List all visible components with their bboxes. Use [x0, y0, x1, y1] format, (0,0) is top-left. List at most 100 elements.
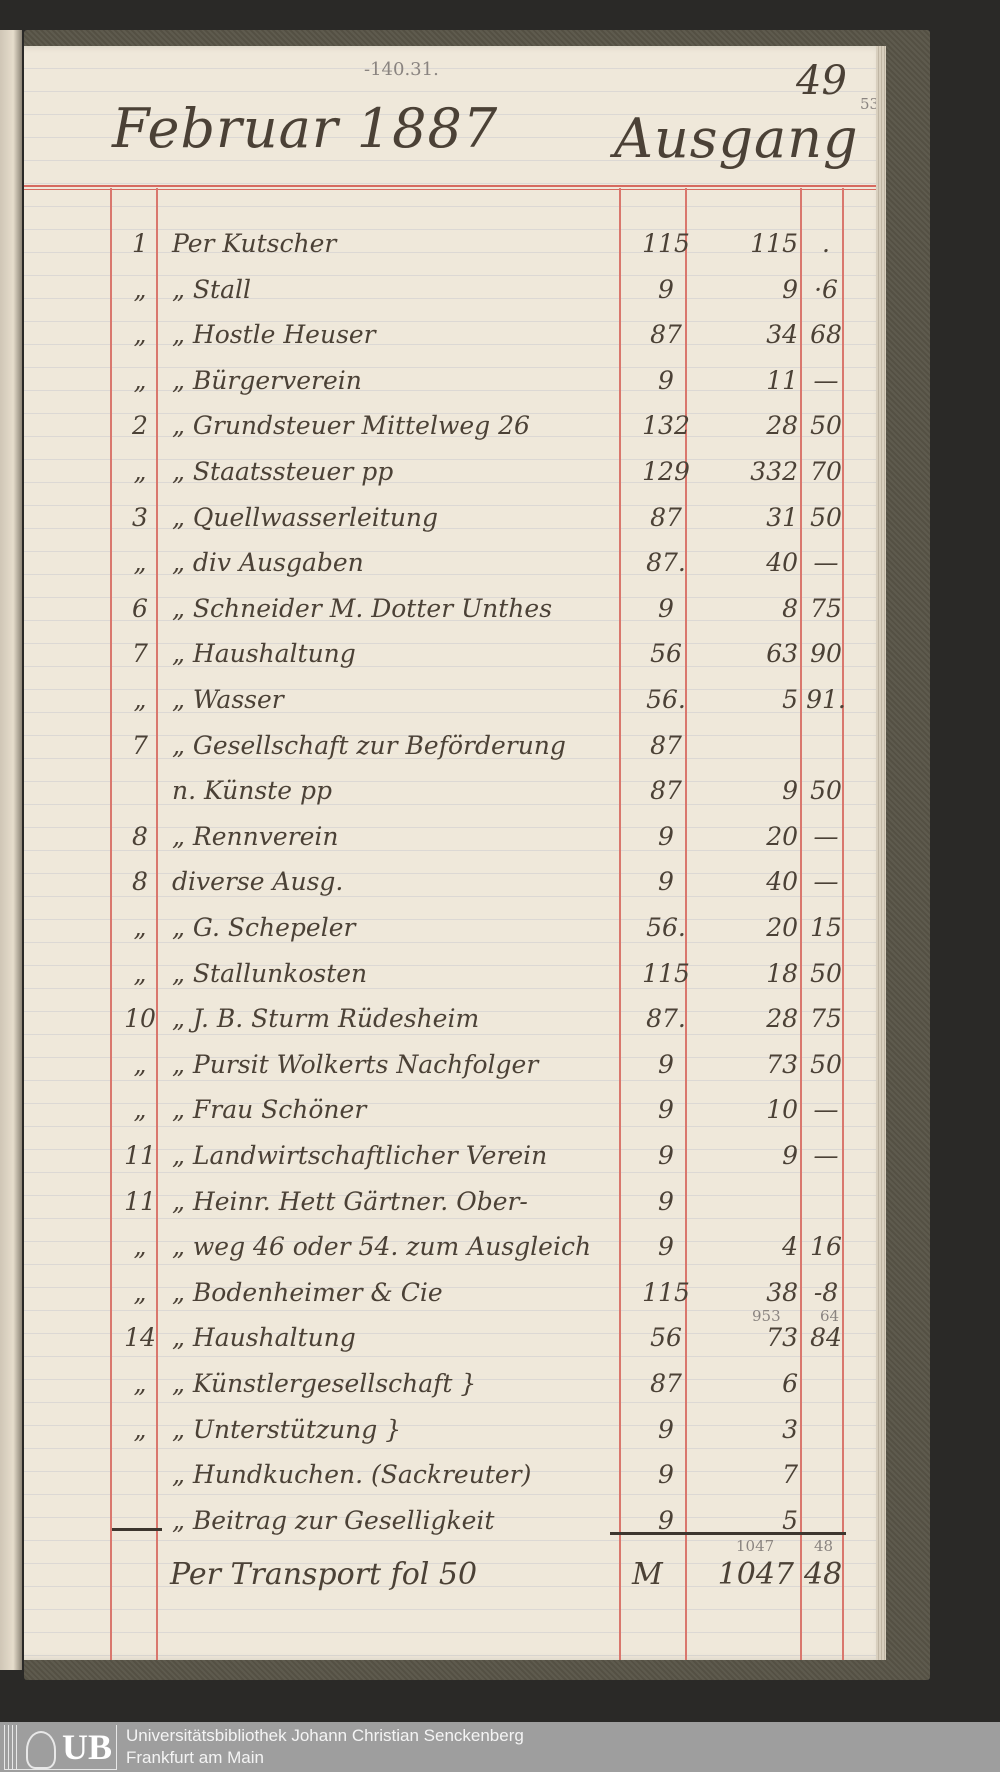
- entry-amount-pfennig: 90: [810, 639, 842, 669]
- column-rule: [842, 188, 844, 1660]
- entry-date: „: [133, 365, 147, 395]
- ledger-row: 8 „ Rennverein 9 20 —: [24, 815, 886, 855]
- entry-date: „: [133, 958, 147, 988]
- logo-text: UB: [62, 1727, 113, 1767]
- ledger-row: „ „ Stallunkosten 115 18 50: [24, 952, 886, 992]
- entry-folio: 87: [650, 730, 682, 760]
- entry-folio: 9: [658, 821, 674, 851]
- ledger-row: 2 „ Grundsteuer Mittelweg 26 132 28 50: [24, 404, 886, 444]
- entry-description: „ Haushaltung: [172, 639, 356, 669]
- entry-amount-pfennig: 91.: [806, 685, 846, 714]
- entry-description: „ weg 46 oder 54. zum Ausgleich: [172, 1232, 592, 1262]
- entry-description: „ Unterstützung }: [172, 1414, 402, 1444]
- entry-description: „ Künstlergesellschaft }: [172, 1369, 477, 1398]
- entry-folio: 87.: [646, 1004, 686, 1034]
- entry-amount-mark: 10: [766, 1095, 798, 1125]
- total-pfennig: 48: [804, 1557, 843, 1592]
- entry-amount-pfennig: 75: [810, 1004, 842, 1034]
- previous-page-edge: [0, 30, 22, 1670]
- ledger-row: 6 „ Schneider M. Dotter Unthes 9 8 75: [24, 587, 886, 627]
- entry-date: „: [133, 320, 147, 350]
- entry-amount-pfennig: 50: [810, 776, 842, 806]
- entry-amount-mark: 8: [782, 593, 798, 623]
- ledger-row: 8 diverse Ausg. 9 40 —: [24, 860, 886, 900]
- entry-date: „: [133, 1277, 147, 1307]
- entry-folio: 9: [658, 593, 674, 623]
- entry-folio: 9: [658, 274, 674, 304]
- column-rule: [685, 188, 687, 1660]
- institution-city: Frankfurt am Main: [126, 1748, 264, 1767]
- entry-date: „: [133, 1414, 147, 1444]
- entry-date: 11: [124, 1141, 156, 1170]
- section-title: Ausgang: [614, 107, 859, 170]
- haushaltung-correction-pfennig: 64: [820, 1307, 840, 1325]
- entry-date: „: [133, 685, 147, 714]
- entry-description: „ div Ausgaben: [172, 548, 364, 578]
- entry-folio: 56.: [646, 685, 686, 714]
- ledger-row: 10 „ J. B. Sturm Rüdesheim 87. 28 75: [24, 997, 886, 1037]
- entry-folio: 9: [658, 365, 674, 395]
- entry-folio: 132: [642, 411, 690, 441]
- ledger-row: „ Hundkuchen. (Sackreuter) 9 7: [24, 1453, 886, 1493]
- total-pencil-mark: 1047: [736, 1537, 775, 1555]
- entry-folio: 129: [642, 457, 690, 486]
- column-rule: [800, 188, 802, 1660]
- ledger-row: 14 „ Haushaltung 56 73 84: [24, 1316, 886, 1356]
- entry-folio: 9: [658, 1095, 674, 1125]
- entry-date: 14: [124, 1323, 156, 1353]
- entry-amount-mark: 73: [766, 1323, 798, 1353]
- ledger-row: „ Beitrag zur Geselligkeit 9 5: [24, 1499, 886, 1539]
- footer-bar: UB Universitätsbibliothek Johann Christi…: [0, 1722, 1000, 1772]
- entry-amount-mark: 7: [782, 1460, 798, 1490]
- entry-amount-pfennig: —: [813, 1141, 839, 1170]
- ledger-row: „ „ Stall 9 9 ·6: [24, 268, 886, 308]
- entry-folio: 87: [650, 320, 682, 350]
- entry-date: 8: [132, 867, 148, 897]
- ledger-row: 11 „ Landwirtschaftlicher Verein 9 9 —: [24, 1134, 886, 1174]
- entry-amount-pfennig: 70: [810, 457, 842, 486]
- page-number: 49: [796, 58, 847, 104]
- entry-date: 7: [132, 639, 148, 669]
- entry-amount-pfennig: —: [813, 1095, 839, 1125]
- entry-description: „ Wasser: [172, 685, 284, 714]
- entry-folio: 115: [642, 958, 690, 988]
- ledger-row: n. Künste pp 87 9 50: [24, 769, 886, 809]
- ledger-row: „ „ div Ausgaben 87. 40 —: [24, 541, 886, 581]
- entry-amount-mark: 11: [766, 365, 798, 395]
- ledger-row: „ „ Unterstützung } 9 3: [24, 1408, 886, 1448]
- entry-amount-mark: 9: [782, 776, 798, 806]
- entry-amount-mark: 28: [766, 1004, 798, 1034]
- ledger-row: „ „ Hostle Heuser 87 34 68: [24, 313, 886, 353]
- ledger-row: 1 Per Kutscher 115 115.: [24, 222, 886, 262]
- entry-amount-pfennig: .: [822, 229, 830, 258]
- ledger-row: „ „ Bürgerverein 9 11 —: [24, 359, 886, 399]
- ledger-row: 7 „ Gesellschaft zur Beförderung 87: [24, 724, 886, 764]
- entry-folio: 9: [658, 1505, 674, 1535]
- entry-amount-mark: 9: [782, 1141, 798, 1170]
- institution-name: Universitätsbibliothek Johann Christian …: [126, 1726, 524, 1745]
- entry-date: „: [133, 274, 147, 304]
- page-number-pencil: 53: [860, 95, 880, 113]
- entry-folio: 9: [658, 1141, 674, 1170]
- entry-amount-mark: 63: [766, 639, 798, 669]
- entry-folio: 87.: [646, 548, 686, 578]
- entry-folio: 9: [658, 1186, 674, 1216]
- entry-amount-pfennig: 68: [810, 320, 842, 350]
- entry-amount-mark: 6: [782, 1369, 798, 1398]
- ledger-row: 11 „ Heinr. Hett Gärtner. Ober- 9: [24, 1180, 886, 1220]
- entry-amount-pfennig: —: [813, 821, 839, 851]
- entry-description: „ G. Schepeler: [172, 913, 356, 942]
- entry-amount-mark: 40: [766, 548, 798, 578]
- ledger-row: „ „ Pursit Wolkerts Nachfolger 9 73 50: [24, 1043, 886, 1083]
- entry-amount-mark: 4: [782, 1232, 798, 1262]
- column-rule: [619, 188, 621, 1660]
- entry-description: „ Beitrag zur Geselligkeit: [172, 1505, 495, 1535]
- entry-description: „ Schneider M. Dotter Unthes: [172, 593, 553, 623]
- page-title-month: Februar 1887: [112, 97, 499, 160]
- entry-folio: 56.: [646, 913, 686, 942]
- haushaltung-correction-mark: 953: [752, 1307, 781, 1325]
- ledger-page: -140.31. Februar 1887 Ausgang 49 53 1 Per…: [24, 46, 886, 1660]
- ledger-row: 3 „ Quellwasserleitung 87 31 50: [24, 496, 886, 536]
- ledger-row: „ „ Frau Schöner 9 10 —: [24, 1088, 886, 1128]
- logo-columns-icon: [4, 1725, 18, 1769]
